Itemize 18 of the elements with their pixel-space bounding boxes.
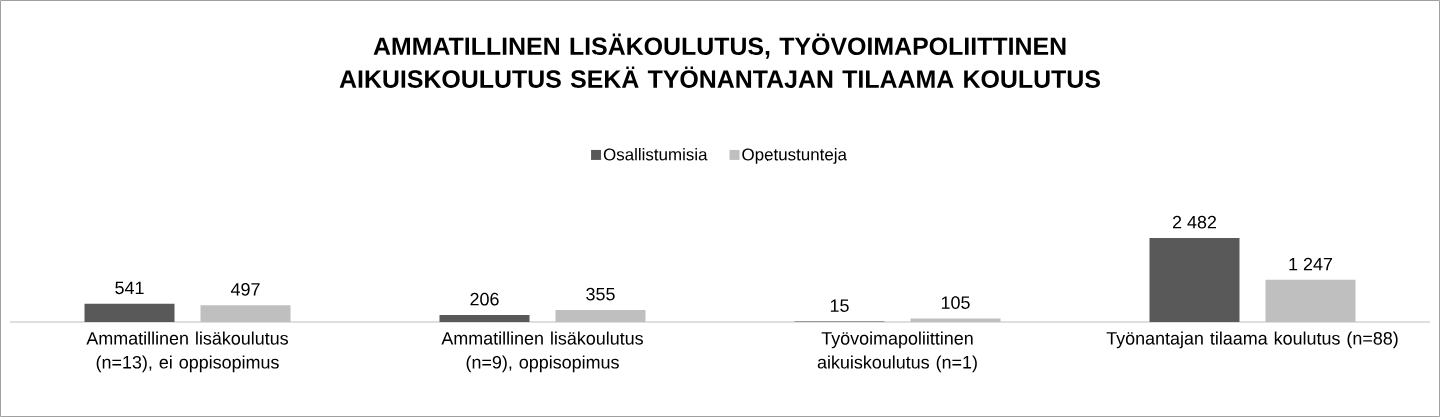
data-label: 105 <box>941 296 970 309</box>
data-label: 15 <box>830 299 849 312</box>
x-tick-label: Ammatillinen lisäkoulutus (n=9), oppisopimus <box>441 331 643 373</box>
bar <box>1149 238 1240 322</box>
legend-label: Osallistumisia <box>603 148 708 161</box>
data-label: 206 <box>470 292 499 306</box>
x-tick-label: Ammatillinen lisäkoulutus (n=13), ei oppisopimus <box>86 331 288 373</box>
chart-title: AMMATILLINEN LISÄKOULUTUS, TYÖVOIMAPOLIITTINEN AIKUISKOULUTUS SEKÄ TYÖNANTAJAN TILAAMA KOULUTUS <box>339 33 1100 88</box>
data-label: 1 247 <box>1289 257 1333 271</box>
data-label: 497 <box>230 282 260 296</box>
bar <box>84 303 175 322</box>
data-label: 2 482 <box>1172 215 1217 229</box>
x-tick-label: Työvoimapoliittinen aikuiskoulutus (n=1) <box>817 331 977 373</box>
x-tick-label: Työnantajan tilaama koulutus (n=88) <box>1106 331 1398 349</box>
data-label: 355 <box>586 287 615 301</box>
legend-label: Opetustunteja <box>742 148 847 164</box>
data-label: 541 <box>115 281 144 295</box>
bar <box>439 315 530 322</box>
